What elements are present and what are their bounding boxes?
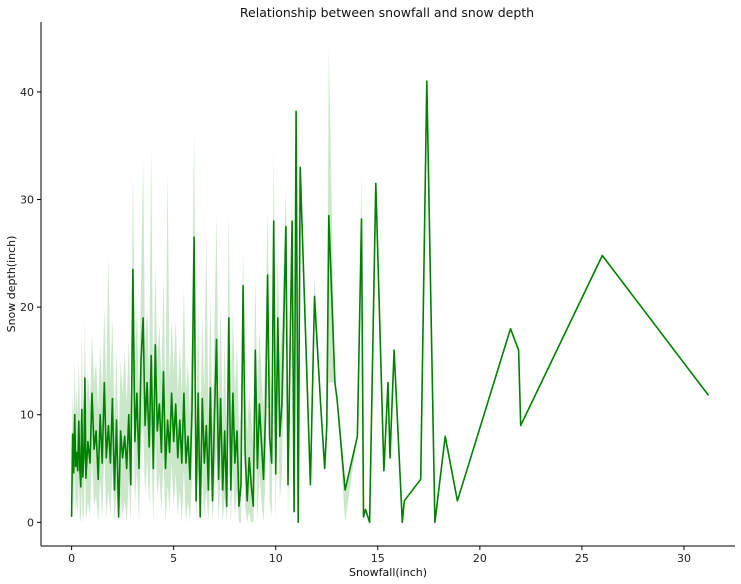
series-line [70, 80, 710, 524]
confidence-band-layer [71, 46, 709, 523]
x-tick-label: 15 [371, 552, 385, 565]
y-tick-label: 30 [20, 194, 34, 207]
x-tick-label: 0 [68, 552, 75, 565]
x-axis-label: Snowfall(inch) [349, 566, 427, 579]
y-tick-label: 40 [20, 86, 34, 99]
y-tick-label: 0 [27, 516, 34, 529]
y-tick-label: 20 [20, 301, 34, 314]
y-axis-ticks: 0 10 20 30 40 [20, 86, 41, 529]
y-axis-label: Snow depth(inch) [5, 236, 18, 333]
chart-title: Relationship between snowfall and snow d… [240, 5, 534, 20]
x-tick-label: 25 [575, 552, 589, 565]
x-tick-label: 30 [677, 552, 691, 565]
x-tick-label: 10 [269, 552, 283, 565]
series-line-layer [70, 80, 710, 524]
confidence-band [71, 46, 709, 523]
x-axis-ticks: 0 5 10 15 20 25 30 [68, 546, 691, 565]
y-tick-label: 10 [20, 409, 34, 422]
x-tick-label: 20 [473, 552, 487, 565]
x-tick-label: 5 [170, 552, 177, 565]
